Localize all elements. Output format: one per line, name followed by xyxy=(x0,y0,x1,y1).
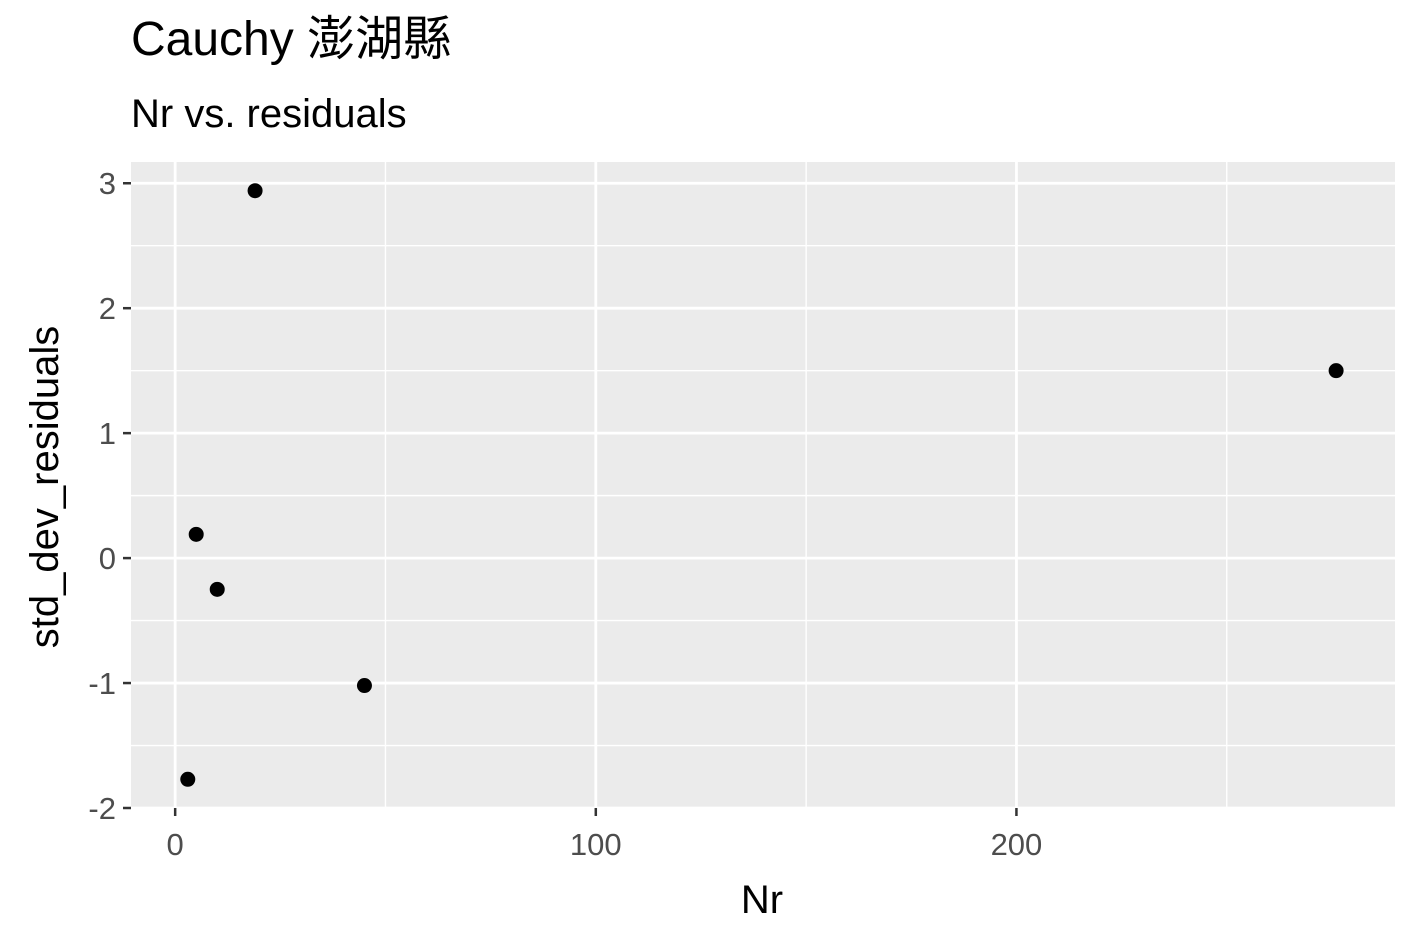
grid-major xyxy=(131,162,1395,810)
grid-minor xyxy=(131,162,1395,808)
x-axis-title: Nr xyxy=(741,878,783,922)
axis-ticks xyxy=(123,181,1018,816)
y-tick-label: 0 xyxy=(99,541,116,576)
x-tick-label: 200 xyxy=(991,827,1043,862)
y-tick-labels: -2 -1 0 1 2 3 xyxy=(88,166,116,826)
y-tick-label: 1 xyxy=(99,416,116,451)
x-tick-label: 100 xyxy=(570,827,622,862)
chart-title: Cauchy 澎湖縣 xyxy=(131,13,452,66)
data-point xyxy=(188,526,204,542)
y-tick-label: -1 xyxy=(88,666,116,701)
data-point xyxy=(1328,363,1344,379)
data-point xyxy=(356,678,372,694)
y-tick-label: 3 xyxy=(99,166,116,201)
y-tick-label: 2 xyxy=(99,291,116,326)
data-points xyxy=(180,183,1344,787)
chart-subtitle: Nr vs. residuals xyxy=(131,92,407,136)
y-tick-label: -2 xyxy=(88,791,116,826)
data-point xyxy=(180,771,196,787)
data-point xyxy=(209,581,225,597)
x-tick-label: 0 xyxy=(167,827,184,862)
y-axis-title: std_dev_residuals xyxy=(23,326,67,648)
plot-panel xyxy=(131,162,1395,808)
x-tick-labels: 0 100 200 xyxy=(167,827,1043,862)
data-point xyxy=(247,183,263,199)
